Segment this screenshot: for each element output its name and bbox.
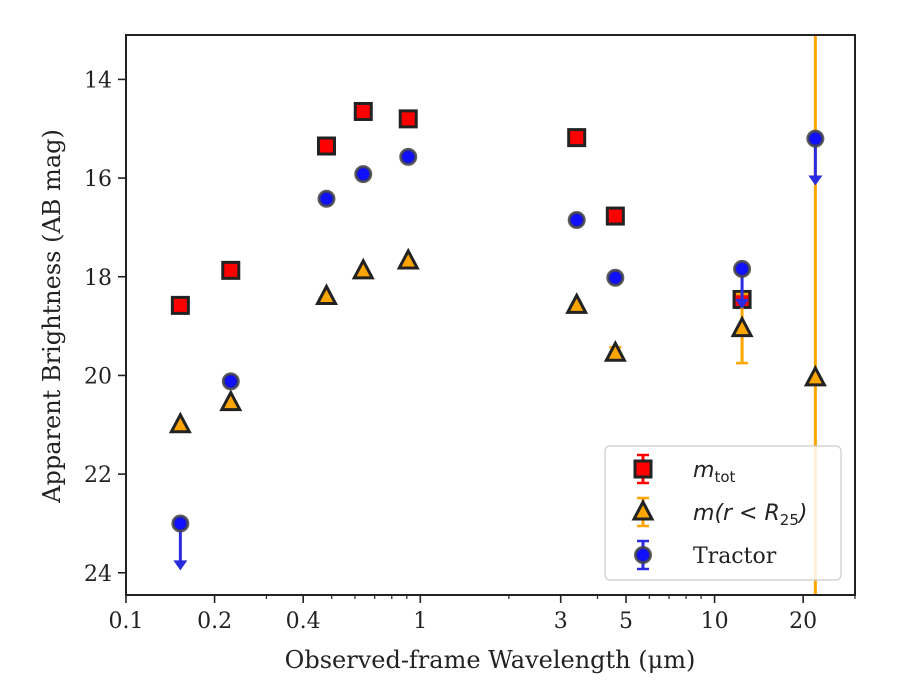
x-tick-label: 0.1 — [109, 609, 144, 634]
data-point — [221, 372, 240, 391]
upper-limit-arrowhead — [808, 175, 823, 186]
y-tick-label: 16 — [84, 167, 112, 192]
legend-entry-mtot: mtot — [633, 453, 735, 486]
data-point — [314, 283, 338, 305]
data-point — [803, 364, 827, 387]
y-axis-label: Apparent Brightness (AB mag) — [38, 129, 66, 504]
data-point — [806, 129, 825, 148]
legend-marker — [633, 459, 653, 479]
data-point — [565, 292, 589, 314]
data-point — [317, 189, 336, 208]
data-point — [730, 315, 754, 338]
axes: 0.1 0.2 0.4 1 3 5 10 20 14 16 18 20 22 24 — [84, 68, 856, 634]
data-point — [171, 514, 190, 533]
plot-frame — [125, 34, 856, 596]
legend-label-symbol: m — [693, 458, 714, 483]
legend-marker — [631, 498, 655, 521]
series-mtot — [170, 101, 752, 315]
y-tick-label: 20 — [84, 364, 112, 389]
data-point — [219, 389, 243, 412]
data-point — [603, 340, 627, 362]
data-point — [316, 136, 336, 156]
legend-label-symbol: m — [693, 501, 714, 526]
x-tick-label: 0.4 — [286, 609, 321, 634]
data-point — [168, 411, 192, 434]
legend-label-mid: (r < R — [714, 501, 779, 526]
y-tick-label: 18 — [84, 266, 112, 291]
x-tick-label: 3 — [554, 609, 568, 634]
x-axis-label: Observed-frame Wavelength (μm) — [285, 646, 696, 674]
legend-marker — [634, 546, 652, 564]
legend-box — [604, 445, 842, 581]
data-point — [733, 259, 752, 278]
x-tick-label: 5 — [619, 609, 633, 634]
legend-label-subscript: 25 — [780, 511, 799, 529]
data-point — [605, 206, 625, 226]
data-point — [353, 101, 373, 121]
upper-limit-arrowhead — [735, 298, 750, 309]
data-point — [567, 211, 586, 230]
legend-label-post: ) — [797, 501, 808, 526]
x-tick-label: 1 — [413, 609, 427, 634]
legend-label: m(r < R25) — [693, 501, 807, 529]
y-tick-label: 14 — [84, 68, 112, 93]
data-point — [170, 295, 190, 315]
x-tick-label: 20 — [789, 609, 817, 634]
data-point — [399, 147, 418, 166]
legend-entry-tractor: Tractor — [634, 539, 777, 571]
upper-limit-arrowhead — [173, 560, 188, 571]
data-point — [396, 247, 420, 270]
legend-label: Tractor — [693, 544, 777, 569]
series-tractor — [171, 129, 825, 571]
x-tick-label: 10 — [701, 609, 729, 634]
data-point — [606, 268, 625, 287]
data-point — [351, 257, 375, 280]
x-tick-label: 0.2 — [197, 609, 232, 634]
legend-label: mtot — [693, 458, 735, 486]
legend-label-subscript: tot — [714, 468, 735, 486]
data-point — [398, 109, 418, 129]
data-point — [567, 128, 587, 148]
legend-entry-mr25: m(r < R25) — [631, 496, 807, 529]
y-tick-label: 24 — [84, 562, 112, 587]
data-point — [354, 165, 373, 184]
y-tick-label: 22 — [84, 463, 112, 488]
data-point — [221, 260, 241, 280]
